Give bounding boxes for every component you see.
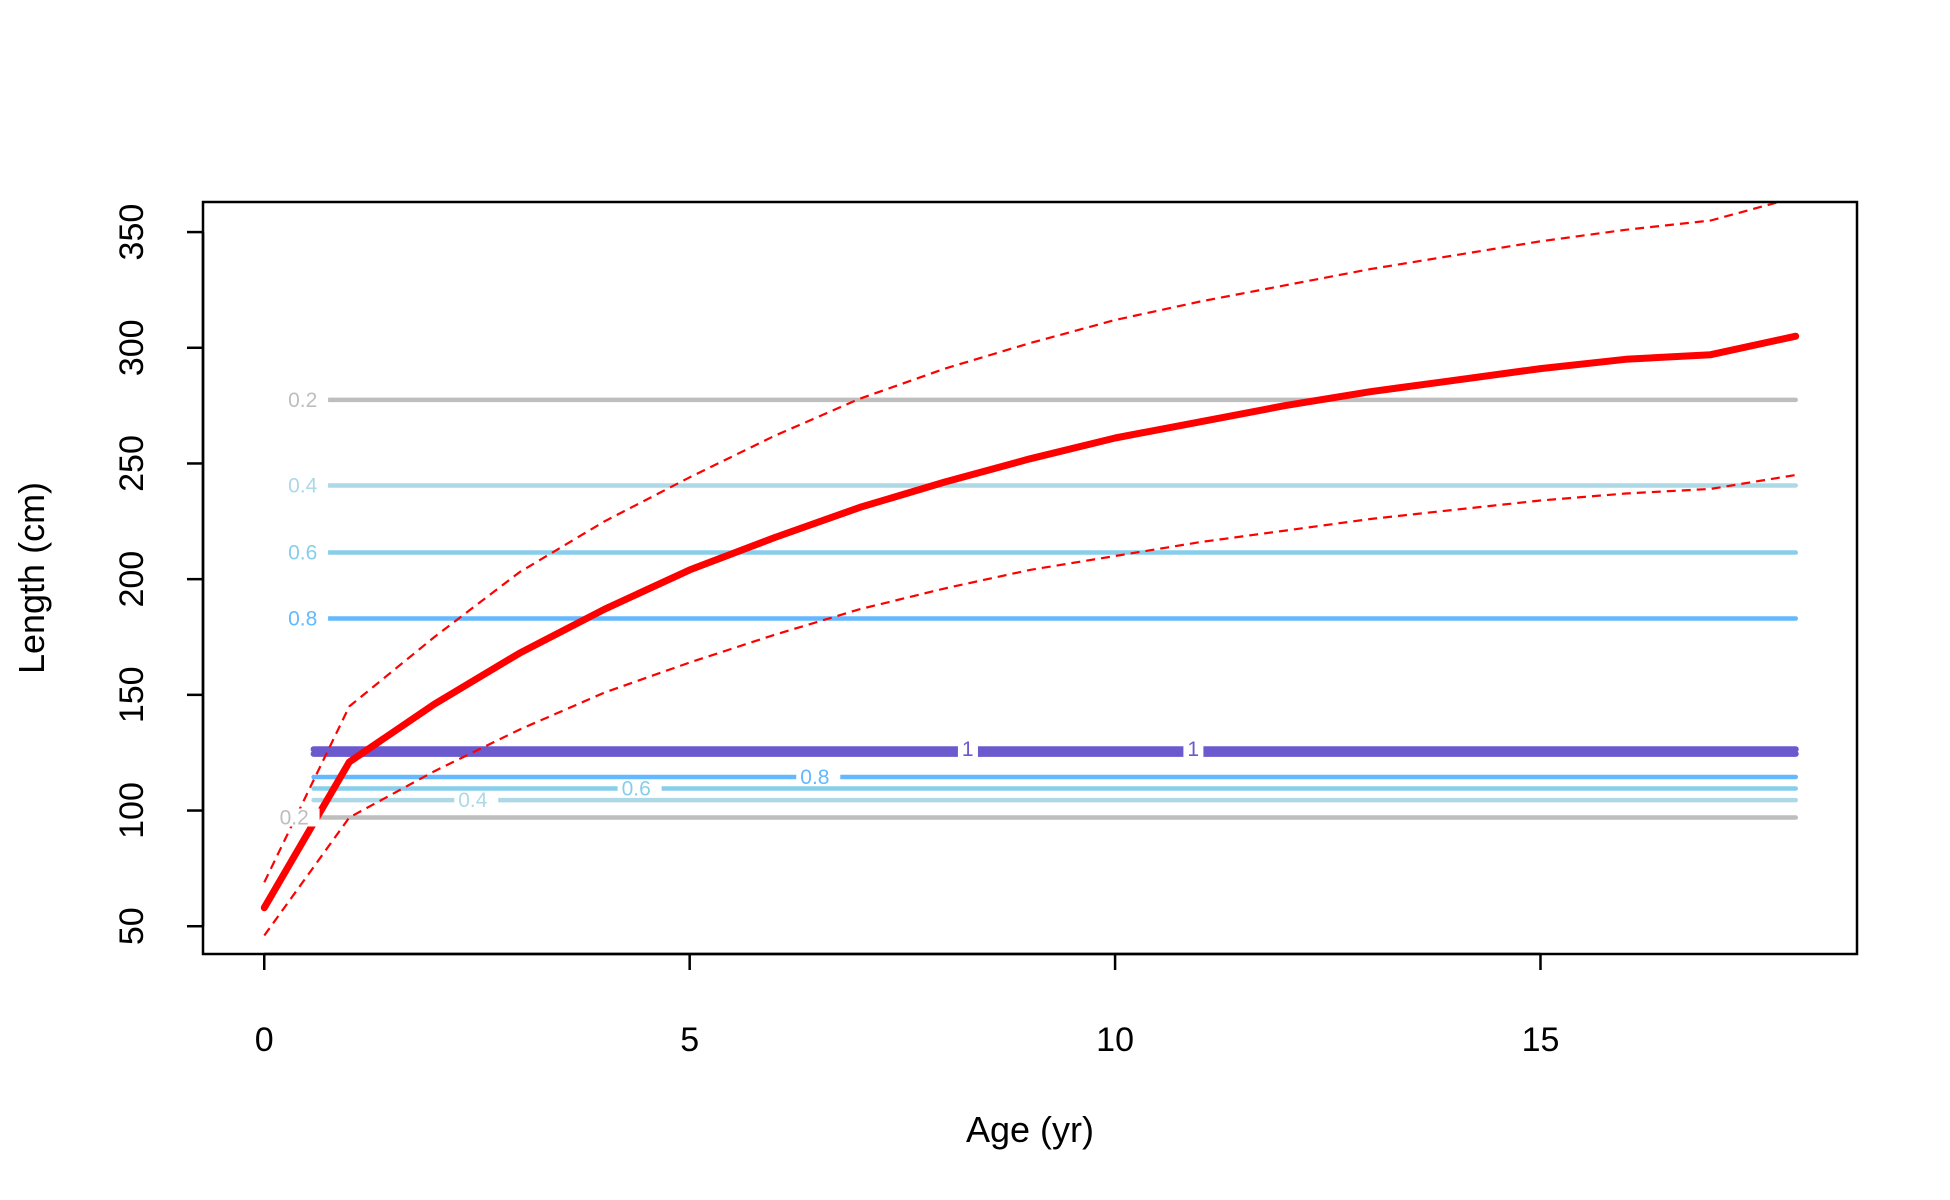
contour-label-gap [454,791,499,810]
plot-frame [201,200,1859,956]
contour-label: 0.8 [288,607,317,630]
x-tick-label: 5 [680,1021,699,1059]
contour-label-gap [617,779,662,798]
mean-growth-line [260,332,1800,912]
contour-label-gap [284,543,329,562]
contour-label-gap [957,740,978,759]
y-tick-label: 100 [113,782,151,839]
contour-label: 1 [962,738,974,761]
contour-label: 0.6 [622,778,651,801]
contour-labels: 0.2 0.4 0.6 0.8 1 1 0.8 0.6 0.4 0.2 [275,389,1204,829]
contour-lines [310,397,1799,820]
contour-label: 0.8 [800,766,829,789]
y-tick-label: 350 [113,204,151,261]
y-axis: 50 100 150 200 250 300 350 [113,204,205,945]
y-tick-label: 50 [113,907,151,945]
y-tick-label: 150 [113,666,151,723]
contour-label: 0.4 [288,474,318,497]
confidence-bound-line [263,202,1783,883]
x-axis: 0 5 10 15 [255,952,1560,1059]
y-tick-label: 300 [113,319,151,376]
contour-label: 0.6 [288,542,317,565]
contour-label: 0.4 [458,789,488,812]
contour-label: 0.2 [280,806,309,829]
contour-label: 0.2 [288,389,317,412]
y-tick-label: 250 [113,435,151,492]
contour-label-gap [796,767,841,786]
contour-label-gap [284,390,329,409]
contour-label-gap [284,609,329,628]
x-tick-label: 15 [1522,1021,1560,1059]
y-tick-label: 200 [113,551,151,608]
contour-label: 1 [1187,738,1199,761]
x-tick-label: 0 [255,1021,274,1059]
confidence-bound-line [263,473,1796,937]
y-axis-title: Length (cm) [11,482,52,674]
growth-series [260,202,1800,937]
x-tick-label: 10 [1096,1021,1134,1059]
contour-label-gap [284,476,329,495]
x-axis-title: Age (yr) [966,1109,1094,1150]
contour-label-gap [275,808,320,827]
contour-label-gap [1183,740,1204,759]
